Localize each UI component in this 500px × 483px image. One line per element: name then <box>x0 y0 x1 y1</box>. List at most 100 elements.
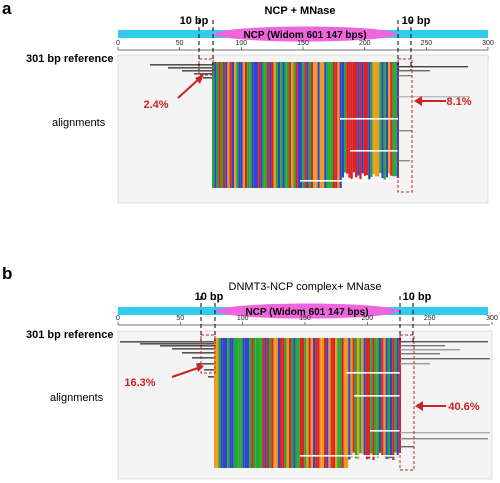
alignment-column <box>245 62 248 188</box>
alignment-column <box>218 62 221 188</box>
axis-tick-label: 250 <box>420 40 432 47</box>
alignment-column <box>333 62 336 188</box>
alignment-column <box>348 62 351 178</box>
alignment-read <box>398 70 430 72</box>
alignment-read <box>400 345 445 347</box>
axis-tick-label: 200 <box>359 40 371 47</box>
alignment-column <box>383 338 386 458</box>
alignment-read <box>398 160 410 162</box>
alignment-read <box>398 75 412 77</box>
alignment-column <box>286 338 289 468</box>
alignment-read <box>400 432 490 434</box>
alignment-read <box>400 353 440 355</box>
alignment-read <box>400 341 488 343</box>
alignment-column <box>289 62 292 188</box>
alignment-column <box>348 338 351 460</box>
alignment-column <box>352 62 355 173</box>
alignment-read <box>182 70 212 72</box>
alignment-column <box>227 62 230 188</box>
alignment-column <box>310 338 313 468</box>
alignment-column <box>216 62 219 188</box>
alignment-column <box>315 338 318 468</box>
alignment-column <box>372 62 375 174</box>
alignment-read <box>140 343 214 345</box>
alignment-column <box>238 62 241 188</box>
alignment-column <box>330 62 333 188</box>
alignment-column <box>233 338 236 468</box>
alignment-column <box>346 62 349 174</box>
alignment-column <box>390 338 393 458</box>
alignment-column <box>306 338 309 468</box>
alignment-column <box>308 62 311 188</box>
alignment-column <box>258 338 261 468</box>
alignment-column <box>229 62 232 188</box>
alignment-column <box>387 338 390 459</box>
alignment-column <box>381 338 384 456</box>
alignment-column <box>282 338 285 468</box>
left-flank-label: 10 bp <box>195 291 224 303</box>
alignment-read <box>204 369 214 371</box>
axis-tick-label: 0 <box>116 315 120 322</box>
alignment-column <box>223 62 226 188</box>
alignment-column <box>357 338 360 459</box>
alignment-column <box>253 62 256 188</box>
alignment-reads <box>120 338 490 468</box>
alignment-column <box>222 338 225 468</box>
alignment-column <box>236 62 239 188</box>
alignment-column <box>212 62 215 188</box>
alignment-column <box>350 338 353 458</box>
alignment-column <box>346 338 349 468</box>
alignment-column <box>293 62 296 188</box>
axis-tick-label: 300 <box>486 315 498 322</box>
alignment-column <box>271 62 274 188</box>
reference-label: 301 bp reference <box>26 329 113 341</box>
alignment-column <box>385 62 388 178</box>
alignment-column <box>295 338 298 468</box>
alignment-column <box>341 62 344 178</box>
alignment-column <box>258 62 261 188</box>
alignment-column <box>341 338 344 468</box>
alignment-column <box>352 338 355 453</box>
alignment-column <box>240 338 243 468</box>
alignment-column <box>249 62 252 188</box>
alignment-column <box>381 62 384 179</box>
alignment-column <box>284 62 287 188</box>
alignment-read <box>198 363 214 365</box>
alignment-column <box>388 62 391 174</box>
reference-label: 301 bp reference <box>26 53 113 65</box>
left-arrow <box>177 77 201 99</box>
ncp-label: NCP (Widom 601 147 bps) <box>243 30 366 41</box>
alignment-read <box>160 345 214 347</box>
axis-tick-label: 50 <box>176 40 184 47</box>
alignment-column <box>260 62 263 188</box>
right-arrow-head <box>414 96 422 106</box>
alignment-read <box>194 73 212 75</box>
alignment-column <box>376 338 379 458</box>
alignment-column <box>291 338 294 468</box>
alignment-column <box>269 62 272 188</box>
axis-tick-label: 50 <box>176 315 184 322</box>
alignment-column <box>271 338 274 468</box>
axis-tick-label: 200 <box>361 315 373 322</box>
alignment-read <box>182 352 214 354</box>
alignment-column <box>304 338 307 468</box>
alignment-gap <box>340 118 398 120</box>
alignment-read <box>398 66 468 68</box>
alignment-column <box>247 62 250 188</box>
alignment-column <box>344 62 347 173</box>
alignment-column <box>251 62 254 188</box>
panel-title: NCP + MNase <box>264 5 335 17</box>
alignment-column <box>244 338 247 468</box>
alignment-column <box>335 338 338 468</box>
alignment-column <box>275 338 278 468</box>
alignment-column <box>304 62 307 188</box>
alignment-column <box>332 338 335 468</box>
alignment-gap <box>346 372 400 374</box>
alignment-column <box>315 62 318 188</box>
alignment-gap <box>354 395 400 397</box>
alignment-column <box>319 338 322 468</box>
alignment-column <box>260 338 263 468</box>
alignment-column <box>302 62 305 188</box>
alignment-read <box>192 357 214 359</box>
alignment-column <box>383 62 386 180</box>
